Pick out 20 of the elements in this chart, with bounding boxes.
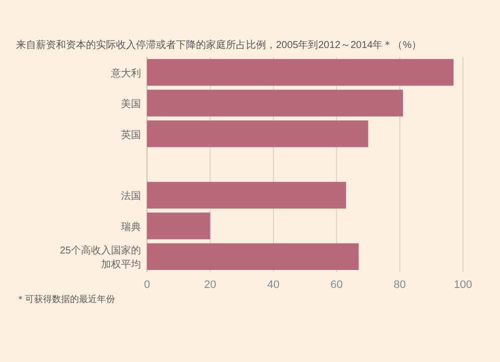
y-tick-label: 意大利 bbox=[110, 67, 141, 80]
bar bbox=[147, 243, 359, 270]
y-tick-label: 25个高收入国家的加权平均 bbox=[60, 244, 141, 271]
y-tick-label: 美国 bbox=[121, 98, 141, 110]
chart-title: 来自薪资和资本的实际收入停滞或者下降的家庭所占比例，2005年到2012～2014年＊（%） bbox=[16, 39, 422, 51]
y-tick-label: 瑞典 bbox=[121, 220, 141, 233]
bar bbox=[147, 120, 368, 148]
x-tick-label: 60 bbox=[330, 279, 343, 291]
y-tick-label: 英国 bbox=[121, 128, 141, 141]
bar bbox=[147, 182, 346, 209]
x-tick-label: 0 bbox=[144, 279, 150, 291]
x-tick-label: 20 bbox=[204, 279, 216, 291]
bar bbox=[147, 59, 454, 86]
bar bbox=[147, 90, 403, 116]
x-tick-label: 80 bbox=[394, 279, 406, 291]
text: ＊可获得数据的最近年份 bbox=[16, 294, 115, 304]
bar bbox=[147, 212, 210, 240]
x-tick-label: 100 bbox=[454, 279, 472, 291]
x-tick-label: 40 bbox=[267, 279, 280, 291]
y-tick-label: 法国 bbox=[121, 190, 141, 202]
